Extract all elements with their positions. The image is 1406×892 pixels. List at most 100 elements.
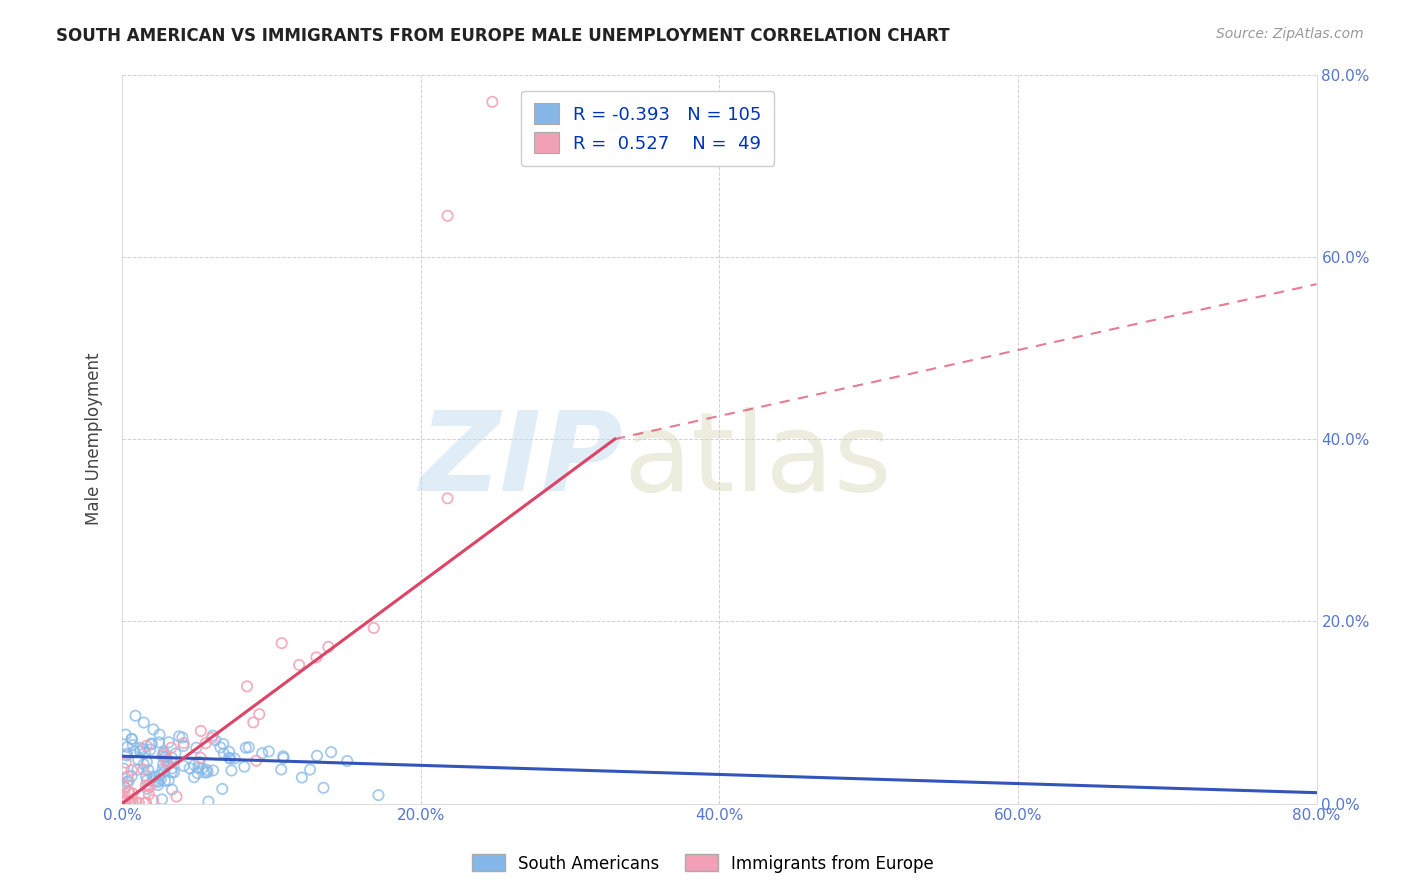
Point — [153, 745, 176, 759]
Point — [153, 747, 176, 762]
Point — [128, 796, 150, 810]
Point — [139, 742, 162, 756]
Point — [160, 782, 183, 797]
Point — [148, 735, 170, 749]
Point — [245, 754, 267, 768]
Point — [112, 795, 135, 809]
Point — [128, 741, 150, 756]
Point — [166, 789, 188, 804]
Point — [142, 769, 165, 783]
Point — [336, 754, 359, 768]
Point — [129, 744, 152, 758]
Point — [117, 739, 139, 754]
Point — [152, 757, 174, 772]
Point — [160, 740, 183, 755]
Point — [146, 774, 169, 789]
Point — [149, 772, 172, 786]
Point — [257, 744, 280, 758]
Point — [173, 759, 195, 773]
Point — [173, 736, 195, 750]
Point — [134, 746, 156, 760]
Point — [221, 764, 243, 778]
Text: ZIP: ZIP — [420, 408, 624, 515]
Point — [143, 773, 166, 788]
Point — [250, 746, 273, 760]
Point — [367, 788, 389, 802]
Point — [271, 749, 294, 764]
Point — [481, 95, 503, 109]
Point — [197, 795, 219, 809]
Point — [125, 796, 148, 810]
Point — [115, 775, 138, 789]
Legend: South Americans, Immigrants from Europe: South Americans, Immigrants from Europe — [465, 847, 941, 880]
Point — [152, 763, 174, 777]
Point — [135, 779, 157, 793]
Point — [118, 785, 141, 799]
Point — [270, 636, 292, 650]
Point — [117, 784, 139, 798]
Point — [135, 755, 157, 769]
Point — [142, 793, 165, 807]
Point — [363, 621, 385, 635]
Point — [195, 763, 218, 777]
Point — [153, 773, 176, 788]
Point — [197, 765, 219, 780]
Point — [152, 749, 174, 764]
Point — [167, 729, 190, 743]
Point — [224, 751, 246, 765]
Point — [121, 769, 143, 783]
Point — [160, 761, 183, 775]
Point — [211, 781, 233, 796]
Point — [299, 763, 322, 777]
Point — [114, 789, 136, 804]
Point — [173, 739, 195, 753]
Point — [135, 769, 157, 783]
Point — [172, 731, 194, 745]
Point — [118, 796, 141, 810]
Point — [436, 209, 458, 223]
Point — [124, 708, 146, 723]
Point — [114, 780, 136, 795]
Text: Source: ZipAtlas.com: Source: ZipAtlas.com — [1216, 27, 1364, 41]
Point — [163, 765, 186, 780]
Point — [121, 786, 143, 800]
Point — [114, 780, 136, 795]
Point — [112, 762, 135, 776]
Point — [305, 748, 328, 763]
Point — [273, 751, 295, 765]
Point — [114, 796, 136, 810]
Point — [318, 640, 340, 654]
Point — [135, 773, 157, 788]
Point — [305, 650, 328, 665]
Point — [155, 750, 177, 764]
Point — [218, 750, 240, 764]
Point — [157, 773, 180, 788]
Point — [146, 774, 169, 789]
Point — [183, 770, 205, 784]
Point — [114, 793, 136, 807]
Point — [219, 751, 242, 765]
Point — [148, 727, 170, 741]
Point — [121, 796, 143, 810]
Point — [155, 750, 177, 764]
Point — [155, 756, 177, 770]
Point — [118, 796, 141, 810]
Point — [121, 731, 143, 746]
Point — [156, 752, 179, 766]
Point — [187, 761, 209, 775]
Point — [312, 780, 335, 795]
Point — [152, 747, 174, 761]
Point — [187, 766, 209, 780]
Point — [218, 745, 240, 759]
Point — [201, 729, 224, 743]
Point — [114, 756, 136, 770]
Point — [209, 740, 232, 755]
Point — [153, 764, 176, 778]
Point — [188, 755, 211, 769]
Point — [132, 742, 155, 756]
Point — [138, 780, 160, 794]
Point — [148, 768, 170, 782]
Point — [157, 735, 180, 749]
Point — [135, 796, 157, 810]
Point — [132, 762, 155, 776]
